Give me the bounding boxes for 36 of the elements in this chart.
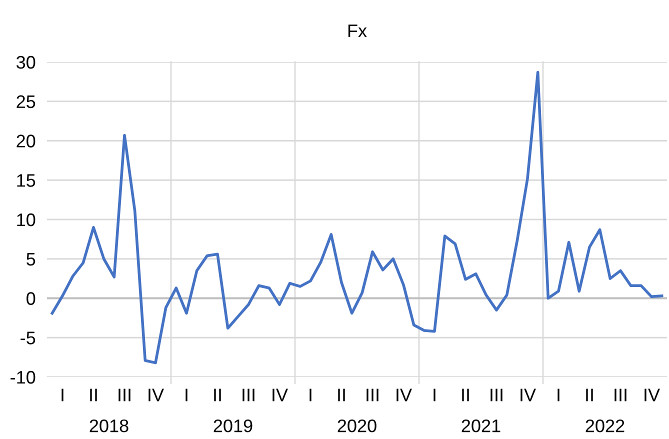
text: 2019: [214, 419, 252, 432]
y-tick-label: -5: [20, 332, 36, 344]
x-tick-label: I: [310, 388, 312, 402]
x-tick-label: II: [214, 388, 221, 402]
x-tick-label: III: [118, 388, 130, 402]
y-tick-label: 0: [26, 292, 36, 305]
x-tick-label: II: [338, 388, 345, 402]
x-tick-label: II: [462, 388, 469, 402]
x-tick-label: I: [434, 388, 436, 402]
y-tick-label: 5: [26, 252, 36, 266]
y-tick-label: 25: [16, 95, 36, 108]
y-tick-label: -10: [10, 370, 36, 384]
text: 2020: [338, 419, 376, 432]
chart-title: Fx: [348, 24, 367, 37]
text: 2022: [586, 419, 624, 432]
x-tick-label: I: [62, 388, 64, 402]
x-tick-label: IV: [520, 388, 536, 402]
text: 2018: [90, 419, 128, 432]
y-tick-label: 30: [16, 56, 36, 69]
x-tick-label: III: [490, 388, 502, 402]
x-tick-label: III: [614, 388, 626, 402]
y-tick-label: 20: [16, 134, 36, 148]
x-tick-label: IV: [396, 388, 412, 402]
x-tick-label: IV: [272, 388, 288, 402]
x-tick-label: I: [186, 388, 188, 402]
y-tick-label: 15: [17, 174, 36, 187]
x-tick-label: III: [366, 388, 378, 402]
x-tick-label: III: [242, 388, 254, 402]
y-tick-label: 10: [17, 213, 36, 226]
x-tick-label: II: [586, 388, 593, 402]
line-series: [50, 70, 664, 364]
x-tick-label: IV: [148, 388, 164, 402]
x-tick-label: I: [558, 388, 560, 402]
x-tick-label: II: [90, 388, 97, 402]
x-tick-label: IV: [644, 388, 660, 402]
text: 2021: [462, 419, 500, 432]
